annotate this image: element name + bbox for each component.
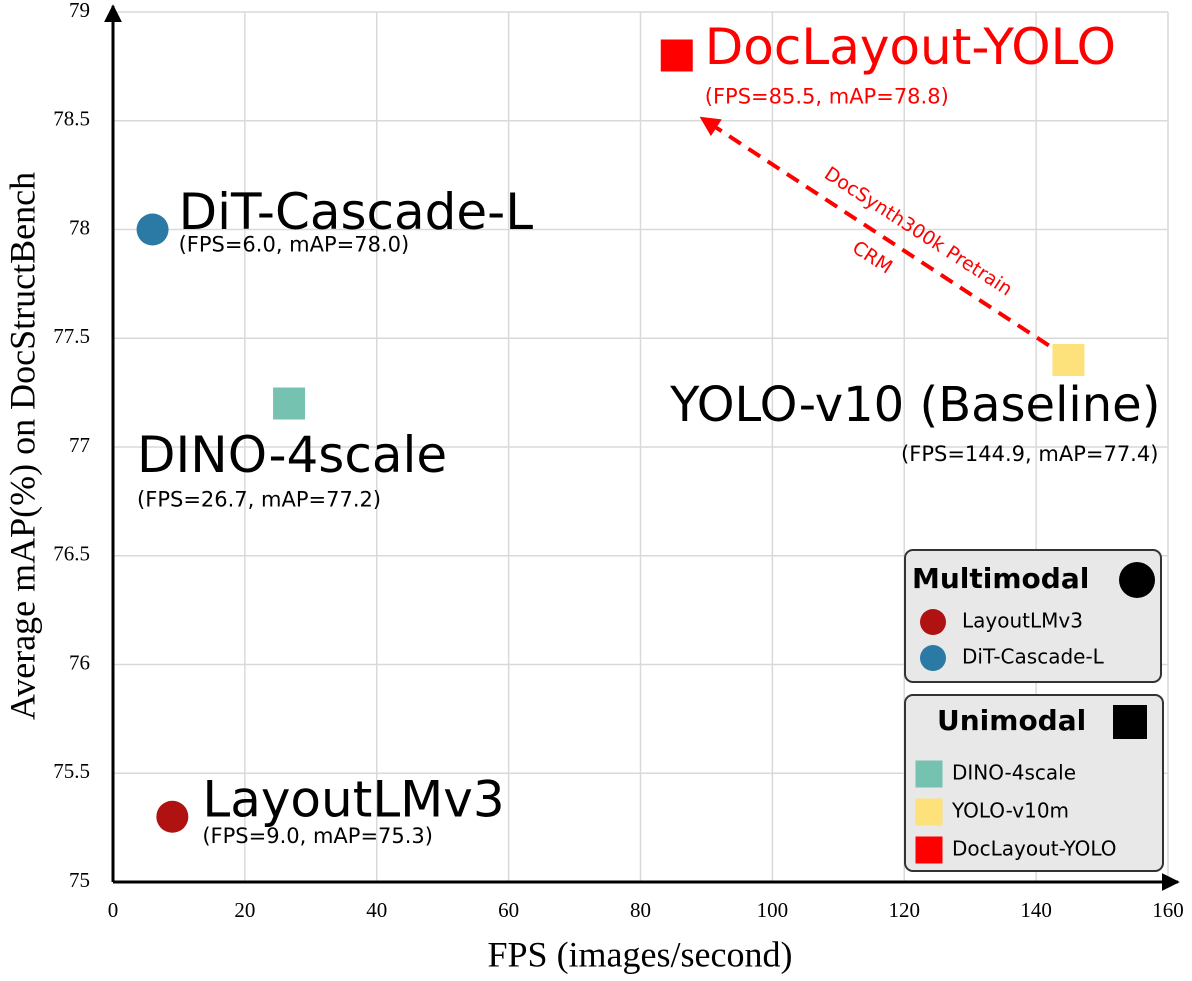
arrow-annotation: DocSynth300k Pretrain bbox=[820, 163, 1016, 301]
legend-label: YOLO-v10m bbox=[951, 799, 1069, 823]
x-tick-label: 40 bbox=[366, 898, 387, 922]
y-tick-label: 75.5 bbox=[53, 759, 90, 783]
legend-swatch bbox=[915, 760, 943, 788]
y-tick-label: 75 bbox=[69, 868, 90, 892]
legend-swatch bbox=[915, 836, 943, 864]
point bbox=[136, 213, 169, 246]
legend-title-marker bbox=[1119, 562, 1155, 598]
points: LayoutLMv3(FPS=9.0, mAP=75.3)DiT-Cascade… bbox=[136, 18, 1160, 848]
point-label: LayoutLMv3 bbox=[202, 770, 504, 828]
point-detail: (FPS=9.0, mAP=75.3) bbox=[202, 824, 433, 848]
x-tick-label: 140 bbox=[1020, 898, 1052, 922]
point-label: DocLayout-YOLO bbox=[705, 18, 1116, 76]
point-detail: (FPS=144.9, mAP=77.4) bbox=[901, 442, 1158, 466]
legend-title: Unimodal bbox=[937, 704, 1086, 737]
ticks: 0 20 40 60 80 100 120 140 160 75 75.5 76 76.5 77 77.5 7… bbox=[53, 0, 1184, 922]
legend-label: DocLayout-YOLO bbox=[952, 837, 1117, 861]
y-tick-label: 77.5 bbox=[53, 324, 90, 348]
x-axis-label: FPS (images/second) bbox=[488, 934, 793, 974]
legend-swatch bbox=[920, 645, 946, 671]
legend-swatch bbox=[915, 798, 943, 826]
arrow bbox=[699, 116, 1070, 360]
y-tick-label: 76 bbox=[69, 650, 90, 674]
legend-swatch bbox=[920, 609, 946, 635]
point-label: DiT-Cascade-L bbox=[179, 183, 534, 241]
point-detail: (FPS=26.7, mAP=77.2) bbox=[137, 488, 381, 512]
x-tick-label: 100 bbox=[757, 898, 789, 922]
point-detail: (FPS=85.5, mAP=78.8) bbox=[705, 85, 949, 109]
x-tick-label: 160 bbox=[1152, 898, 1184, 922]
legend-label: DiT-Cascade-L bbox=[962, 645, 1105, 669]
legend-label: LayoutLMv3 bbox=[962, 609, 1083, 633]
point bbox=[1052, 344, 1085, 376]
legend: Multimodal LayoutLMv3 DiT-Cascade-L Unimoda… bbox=[904, 549, 1164, 872]
point-detail: (FPS=6.0, mAP=78.0) bbox=[179, 233, 410, 257]
point-label: YOLO-v10 (Baseline) bbox=[669, 377, 1160, 433]
legend-title-marker bbox=[1113, 705, 1147, 739]
y-tick-label: 76.5 bbox=[53, 542, 90, 566]
point-label: DINO-4scale bbox=[137, 426, 447, 484]
legend-label: DINO-4scale bbox=[952, 761, 1076, 785]
x-tick-label: 0 bbox=[108, 898, 119, 922]
y-tick-label: 78 bbox=[69, 215, 90, 239]
legend-title: Multimodal bbox=[912, 562, 1089, 595]
x-tick-label: 60 bbox=[498, 898, 519, 922]
x-tick-label: 20 bbox=[234, 898, 255, 922]
x-tick-label: 80 bbox=[630, 898, 651, 922]
point bbox=[273, 387, 306, 420]
legend-box bbox=[904, 549, 1162, 683]
y-axis-label: Average mAP(%) on DocStructBench bbox=[2, 172, 42, 720]
legend-box bbox=[904, 694, 1164, 872]
y-tick-label: 78.5 bbox=[53, 107, 90, 131]
x-tick-label: 120 bbox=[889, 898, 921, 922]
point bbox=[660, 39, 693, 72]
point bbox=[156, 800, 189, 833]
y-tick-label: 77 bbox=[69, 433, 90, 457]
y-tick-label: 79 bbox=[69, 0, 90, 22]
